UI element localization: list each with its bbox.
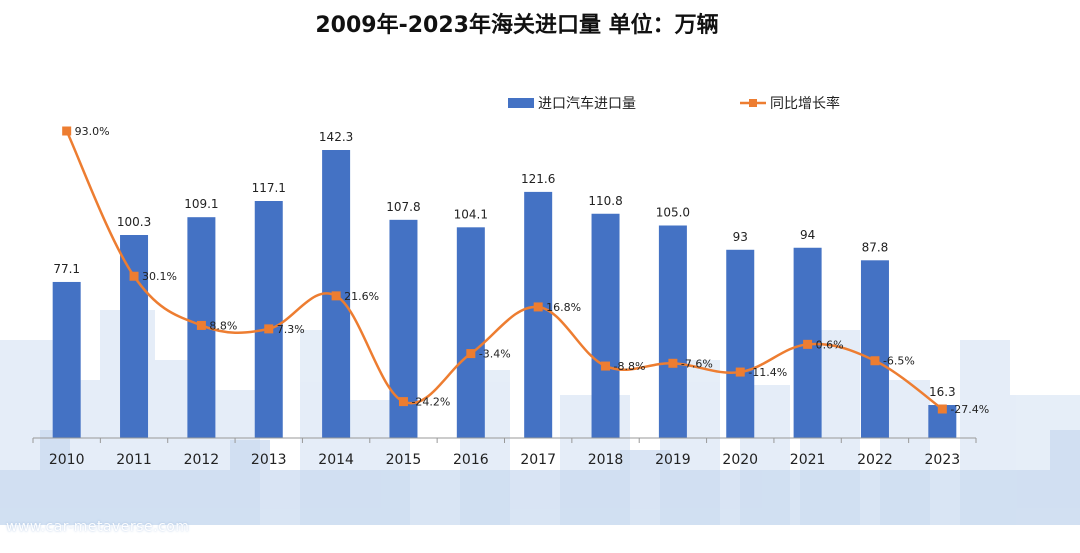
bar-label-2020: 93 <box>733 230 748 244</box>
legend-label-line: 同比增长率 <box>770 95 840 112</box>
x-label-2020: 2020 <box>722 452 758 468</box>
growth-marker-2011 <box>129 271 139 281</box>
bar-label-2021: 94 <box>800 228 815 242</box>
legend: 进口汽车进口量 同比增长率 <box>508 95 840 112</box>
x-label-2010: 2010 <box>49 452 85 468</box>
growth-marker-2018 <box>601 361 611 371</box>
growth-label-2022: -6.5% <box>883 355 915 368</box>
x-label-2019: 2019 <box>655 452 691 468</box>
growth-marker-2020 <box>735 367 745 377</box>
growth-marker-2017 <box>533 302 543 312</box>
growth-label-2019: -7.6% <box>681 357 713 370</box>
growth-marker-2014 <box>331 291 341 301</box>
growth-label-2015: -24.2% <box>411 396 450 409</box>
growth-marker-2010 <box>62 126 72 136</box>
x-label-2023: 2023 <box>925 452 961 468</box>
bar-2013 <box>254 201 283 438</box>
growth-marker-2019 <box>668 358 678 368</box>
bar-label-2023: 16.3 <box>929 385 956 399</box>
watermark: www.car-metaverse.com <box>6 519 190 535</box>
bar-label-2013: 117.1 <box>252 181 286 195</box>
growth-label-2017: 16.8% <box>546 301 581 314</box>
legend-swatch-marker <box>749 99 757 107</box>
growth-marker-2021 <box>803 339 813 349</box>
growth-marker-2023 <box>937 404 947 414</box>
bar-label-2022: 87.8 <box>862 240 889 254</box>
x-label-2016: 2016 <box>453 452 489 468</box>
bar-2017 <box>524 191 553 438</box>
x-axis-labels: 2010 2011 2012 2013 2014 2015 2016 2017 2018 2019… <box>49 452 960 468</box>
x-label-2021: 2021 <box>790 452 826 468</box>
x-label-2017: 2017 <box>520 452 556 468</box>
bar-2020 <box>726 249 755 438</box>
bar-label-2012: 109.1 <box>184 197 218 211</box>
x-label-2022: 2022 <box>857 452 893 468</box>
growth-label-2023: -27.4% <box>950 403 989 416</box>
bar-2010 <box>52 281 81 438</box>
bar-label-2018: 110.8 <box>588 194 622 208</box>
bar-series <box>52 150 957 438</box>
growth-marker-2022 <box>870 356 880 366</box>
legend-swatch-bar <box>508 98 534 108</box>
growth-label-2011: 30.1% <box>142 270 177 283</box>
growth-label-2018: -8.8% <box>614 360 646 373</box>
bar-label-2010: 77.1 <box>53 262 80 276</box>
bar-2018 <box>591 213 620 438</box>
growth-label-2010: 93.0% <box>75 125 110 138</box>
bar-label-2016: 104.1 <box>454 207 488 221</box>
growth-label-2021: 0.6% <box>816 338 844 351</box>
x-label-2014: 2014 <box>318 452 354 468</box>
growth-label-2014: 21.6% <box>344 290 379 303</box>
bar-label-2014: 142.3 <box>319 130 353 144</box>
growth-label-2012: 8.8% <box>209 319 237 332</box>
growth-label-2016: -3.4% <box>479 348 511 361</box>
bar-2022 <box>860 260 889 438</box>
bar-label-2019: 105.0 <box>656 205 690 219</box>
growth-label-2013: 7.3% <box>277 323 305 336</box>
bar-2016 <box>456 227 485 438</box>
bar-label-2015: 107.8 <box>386 200 420 214</box>
x-label-2018: 2018 <box>588 452 624 468</box>
bar-label-2017: 121.6 <box>521 172 555 186</box>
x-axis-ticks <box>32 438 977 443</box>
legend-label-bar: 进口汽车进口量 <box>538 95 636 112</box>
x-label-2015: 2015 <box>386 452 422 468</box>
growth-marker-2016 <box>466 349 476 359</box>
growth-labels: 93.0% 30.1% 8.8% 7.3% 21.6% -24.2% -3.4% 16.8% -… <box>75 125 990 416</box>
bar-2019 <box>658 225 687 438</box>
growth-marker-2013 <box>264 324 274 334</box>
bar-label-2011: 100.3 <box>117 215 151 229</box>
x-label-2013: 2013 <box>251 452 287 468</box>
chart-title: 2009年-2023年海关进口量 单位：万辆 <box>315 12 718 38</box>
growth-markers <box>62 126 947 414</box>
growth-marker-2015 <box>398 397 408 407</box>
bar-labels: 77.1 100.3 109.1 117.1 142.3 107.8 104.1 121.6 1… <box>53 130 955 399</box>
growth-marker-2012 <box>196 320 206 330</box>
x-label-2011: 2011 <box>116 452 152 468</box>
growth-label-2020: -11.4% <box>748 366 787 379</box>
bar-2011 <box>120 235 149 438</box>
x-label-2012: 2012 <box>184 452 220 468</box>
